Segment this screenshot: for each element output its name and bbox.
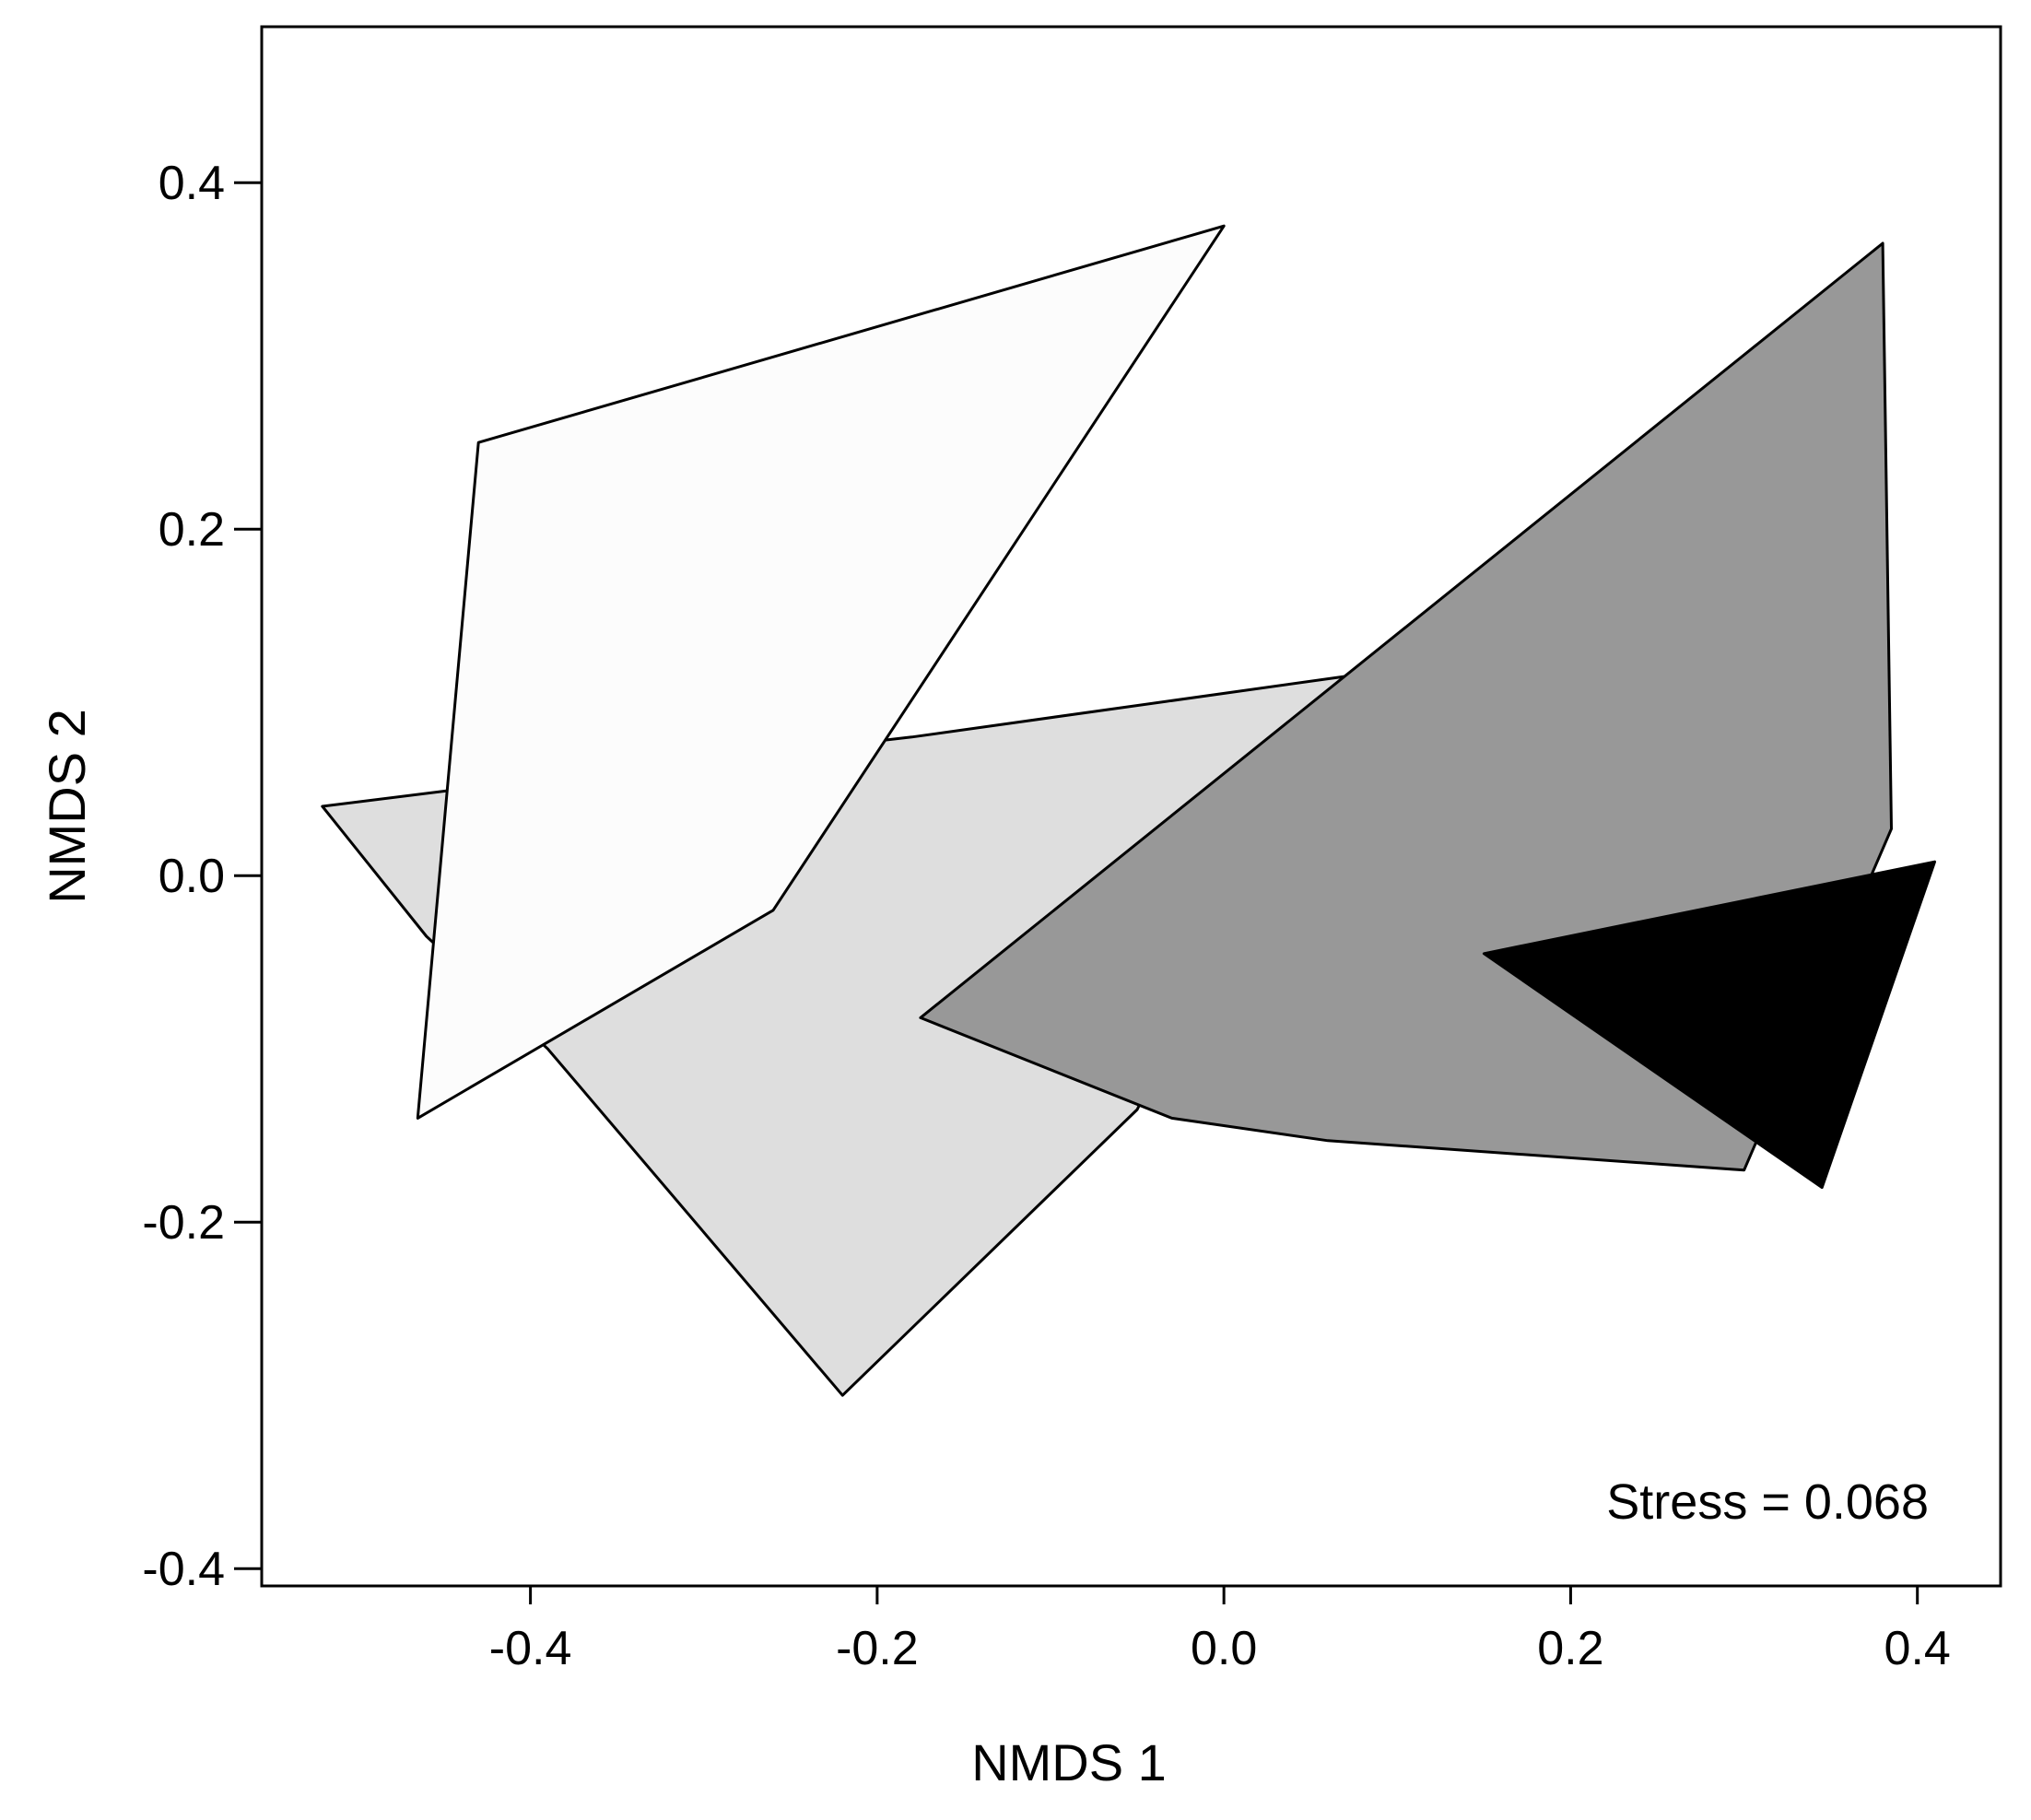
- y-tick-label: 0.0: [158, 850, 225, 903]
- y-tick-label: -0.4: [142, 1543, 225, 1596]
- stress-annotation: Stress = 0.068: [1606, 1474, 1929, 1530]
- hull-polygon-4: [1482, 860, 1936, 1190]
- y-tick-label: 0.4: [158, 157, 225, 210]
- hull-polygons: [321, 224, 1936, 1397]
- plot-frame: [260, 25, 2002, 1588]
- y-tick-label: -0.2: [142, 1196, 225, 1250]
- x-axis-label: NMDS 1: [971, 1733, 1167, 1791]
- x-tick-label: 0.4: [1884, 1622, 1951, 1675]
- x-axis: -0.4 -0.2 0.0 0.2 0.4: [489, 1586, 1951, 1675]
- x-tick-label: 0.2: [1537, 1622, 1603, 1675]
- x-tick-label: -0.4: [489, 1622, 572, 1675]
- y-axis: -0.4 -0.2 0.0 0.2 0.4: [142, 157, 262, 1596]
- hull-polygon-2: [416, 224, 1226, 1120]
- x-tick-label: 0.0: [1191, 1622, 1257, 1675]
- y-axis-label: NMDS 2: [38, 709, 96, 904]
- x-tick-label: -0.2: [836, 1622, 919, 1675]
- y-tick-label: 0.2: [158, 503, 225, 557]
